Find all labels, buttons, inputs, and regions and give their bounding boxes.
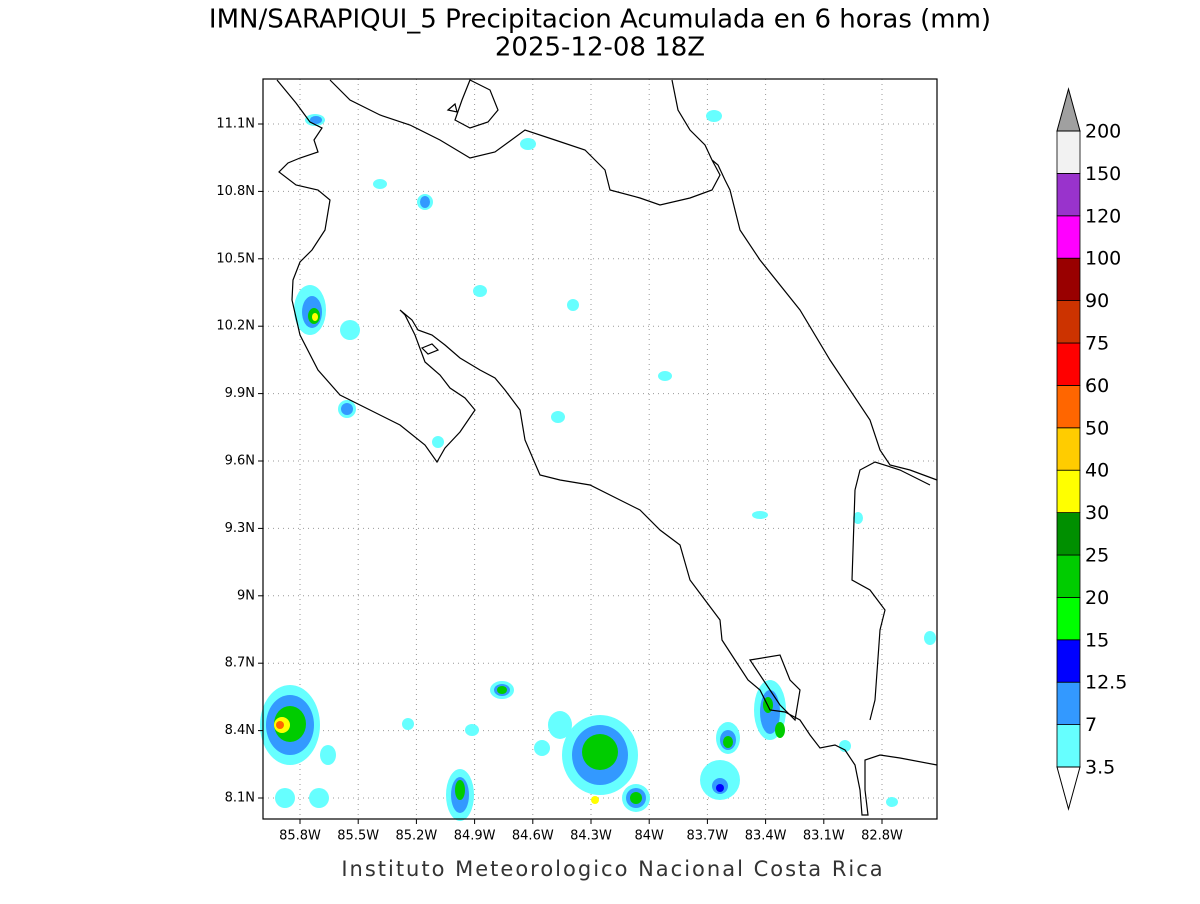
colorbar-label: 120 [1085, 205, 1121, 227]
latitude-label: 10.8N [216, 184, 255, 199]
colorbar-label: 60 [1085, 375, 1109, 397]
longitude-label: 83.4W [745, 829, 787, 844]
longitude-label: 85.8W [279, 829, 321, 844]
precipitation-field [260, 110, 936, 821]
longitude-label: 83.1W [803, 829, 845, 844]
colorbar-label: 200 [1085, 121, 1121, 143]
longitude-label: 84.9W [454, 829, 496, 844]
colorbar-over [1056, 87, 1081, 132]
colorbar-label: 15 [1085, 629, 1109, 651]
colorbar-label: 20 [1085, 587, 1109, 609]
colorbar-label: 25 [1085, 545, 1109, 567]
longitude-label: 82.8W [861, 829, 903, 844]
coastlines [276, 79, 938, 816]
longitude-label: 84.6W [512, 829, 554, 844]
colorbar-swatch [1056, 554, 1081, 598]
subtitle: 2025-12-08 18Z [495, 33, 705, 63]
colorbar-swatch [1056, 384, 1081, 429]
colorbar-label: 3.5 [1085, 757, 1115, 779]
colorbar: 3.5 7 12.5 15 20 25 30 40 50 60 75 90 100 120 150 200 [1056, 87, 1127, 811]
longitude-label: 85.2W [395, 829, 437, 844]
map-frame [262, 78, 938, 820]
longitude-label: 83.7W [686, 829, 728, 844]
latitude-label: 9.9N [225, 386, 255, 401]
colorbar-swatch [1056, 172, 1081, 217]
colorbar-label: 75 [1085, 333, 1109, 355]
colorbar-label: 100 [1085, 248, 1121, 270]
colorbar-swatch [1056, 215, 1081, 259]
colorbar-swatch [1056, 257, 1081, 302]
colorbar-swatch [1056, 427, 1081, 471]
colorbar-label: 12.5 [1085, 672, 1127, 694]
colorbar-label: 90 [1085, 290, 1109, 312]
colorbar-swatch [1056, 512, 1081, 556]
latitude-label: 10.5N [216, 251, 255, 266]
colorbar-swatch [1056, 130, 1081, 174]
latitude-label: 9.6N [225, 454, 255, 469]
latitude-label: 11.1N [216, 117, 255, 132]
colorbar-label: 30 [1085, 502, 1109, 524]
colorbar-label: 40 [1085, 460, 1109, 482]
latitude-label: 9N [237, 588, 255, 603]
colorbar-swatch [1056, 681, 1081, 726]
colorbar-under [1056, 766, 1081, 811]
colorbar-swatch [1056, 342, 1081, 386]
latitude-label: 8.1N [225, 791, 255, 806]
colorbar-label: 50 [1085, 417, 1109, 439]
latitude-label: 8.4N [225, 723, 255, 738]
latitude-label: 9.3N [225, 521, 255, 536]
longitude-label: 84.3W [570, 829, 612, 844]
footer: Instituto Meteorologico Nacional Costa R… [341, 857, 884, 881]
title: IMN/SARAPIQUI_5 Precipitacion Acumulada … [209, 5, 991, 35]
colorbar-swatch [1056, 300, 1081, 344]
latitude-label: 10.2N [216, 319, 255, 334]
latitude-label: 8.7N [225, 656, 255, 671]
longitude-label: 85.5W [337, 829, 379, 844]
colorbar-swatch [1056, 639, 1081, 683]
colorbar-swatch [1056, 597, 1081, 641]
grid [263, 79, 937, 819]
longitude-label: 84W [634, 829, 664, 844]
colorbar-swatch [1056, 469, 1081, 514]
colorbar-label: 150 [1085, 163, 1121, 185]
axes: 85.8W 85.5W 85.2W 84.9W 84.6W 84.3W 84W 83.7W 83… [216, 117, 903, 844]
colorbar-label: 7 [1085, 714, 1097, 736]
colorbar-swatch [1056, 724, 1081, 768]
